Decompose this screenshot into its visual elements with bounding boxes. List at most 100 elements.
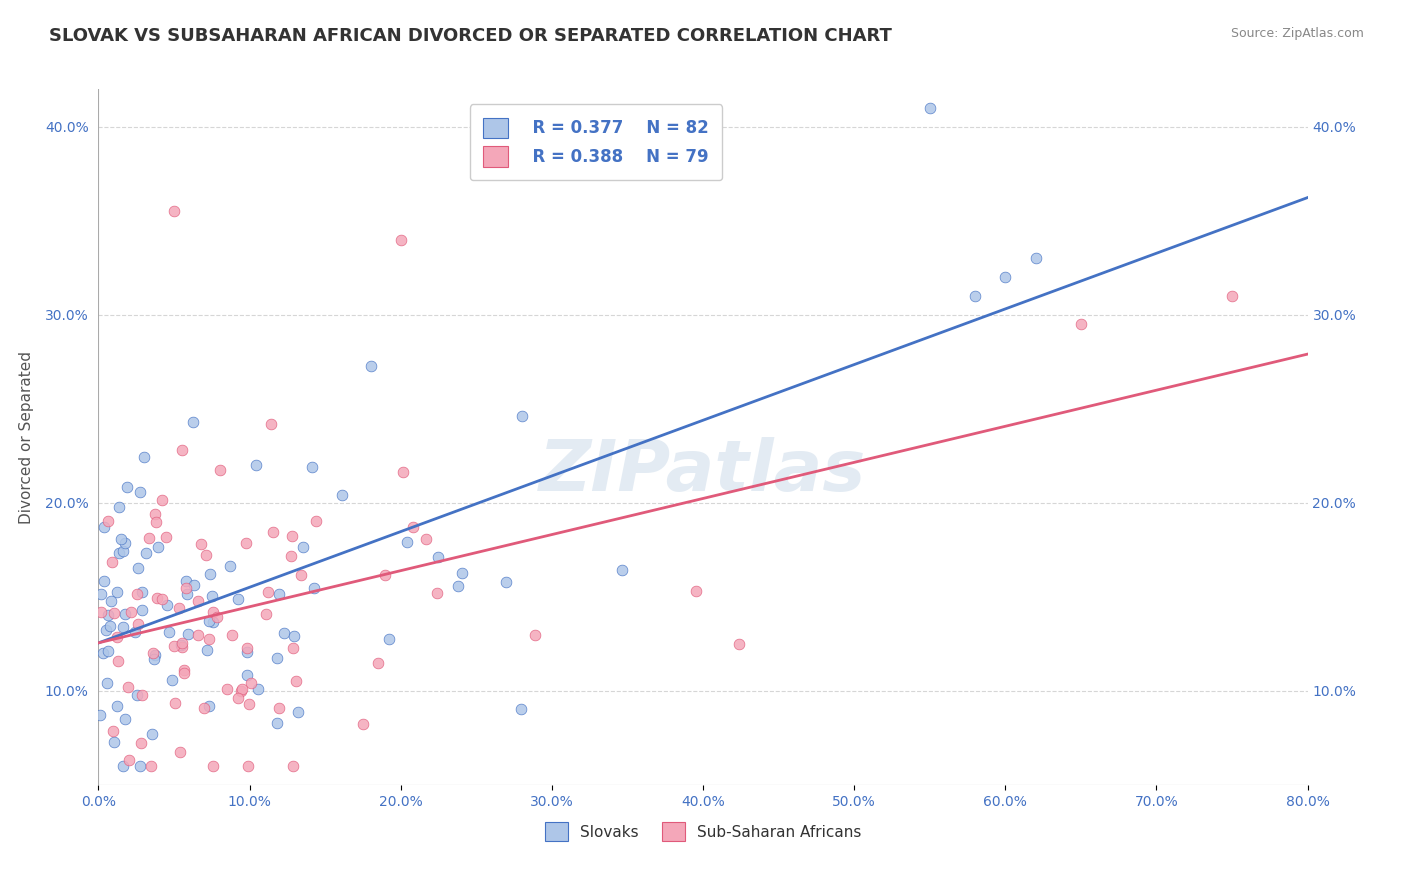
Point (173, 664, 195, 678)
Point (98, 619, 121, 633)
Point (193, 700, 215, 714)
Point (305, 514, 328, 528)
Point (118, 753, 141, 767)
Point (174, 574, 197, 588)
Point (125, 688, 148, 702)
Point (226, 591, 249, 606)
Point (198, 698, 221, 713)
Point (114, 607, 136, 622)
Point (245, 458, 267, 472)
Point (145, 515, 167, 529)
Point (352, 717, 374, 731)
Point (110, 532, 132, 546)
Point (155, 530, 177, 544)
Point (103, 735, 125, 749)
Point (195, 548, 218, 562)
Point (127, 561, 149, 575)
Point (280, 549, 302, 564)
Point (236, 645, 259, 659)
Point (163, 639, 186, 653)
Point (94, 623, 117, 637)
Point (91, 646, 114, 660)
Point (114, 535, 136, 549)
Point (374, 568, 396, 582)
Point (215, 681, 238, 696)
Point (112, 620, 135, 634)
Point (1024, 252, 1046, 266)
Point (283, 630, 305, 644)
Point (281, 759, 304, 773)
Point (254, 607, 277, 621)
Point (226, 691, 249, 706)
Point (267, 701, 290, 715)
Point (183, 578, 205, 592)
Point (127, 616, 149, 631)
Point (143, 508, 166, 522)
Point (139, 759, 162, 773)
Point (172, 635, 194, 649)
Point (208, 463, 231, 477)
Point (170, 640, 193, 654)
Point (165, 696, 187, 710)
Point (236, 759, 259, 773)
Point (131, 585, 153, 599)
Point (207, 610, 229, 624)
Point (138, 531, 160, 545)
Legend: Slovaks, Sub-Saharan Africans: Slovaks, Sub-Saharan Africans (538, 816, 868, 847)
Point (174, 581, 197, 595)
Point (304, 581, 326, 595)
Point (143, 648, 166, 662)
Point (105, 630, 128, 644)
Point (523, 628, 546, 642)
Point (377, 632, 399, 646)
Point (301, 459, 323, 474)
Point (918, 101, 941, 115)
Point (415, 532, 437, 546)
Point (330, 488, 353, 502)
Point (114, 712, 136, 726)
Point (146, 540, 169, 554)
Point (157, 624, 180, 639)
Point (239, 675, 262, 690)
Point (447, 579, 470, 593)
Point (290, 567, 312, 582)
Text: Source: ZipAtlas.com: Source: ZipAtlas.com (1230, 27, 1364, 40)
Point (93, 520, 115, 534)
Point (111, 544, 134, 558)
Point (127, 587, 149, 601)
Point (100, 593, 122, 607)
Point (273, 626, 295, 640)
Point (169, 745, 191, 759)
Point (117, 480, 139, 494)
Point (238, 697, 260, 711)
Point (177, 626, 200, 640)
Point (360, 359, 382, 373)
Point (266, 715, 288, 730)
Point (105, 698, 128, 713)
Point (129, 736, 152, 750)
Point (246, 681, 269, 696)
Point (90, 587, 112, 601)
Point (101, 723, 124, 738)
Point (612, 563, 634, 577)
Point (172, 442, 194, 457)
Y-axis label: Divorced or Separated: Divorced or Separated (18, 351, 34, 524)
Point (132, 450, 155, 464)
Point (176, 587, 198, 601)
Point (391, 465, 413, 479)
Point (284, 673, 307, 688)
Point (117, 680, 139, 694)
Point (198, 632, 221, 646)
Point (257, 585, 280, 599)
Point (235, 536, 257, 550)
Point (495, 575, 517, 590)
Point (156, 598, 179, 612)
Point (231, 683, 253, 698)
Point (163, 204, 186, 219)
Point (89, 707, 111, 722)
Point (267, 587, 290, 601)
Point (287, 705, 309, 719)
Point (187, 593, 209, 607)
Point (103, 606, 125, 620)
Point (1220, 289, 1243, 303)
